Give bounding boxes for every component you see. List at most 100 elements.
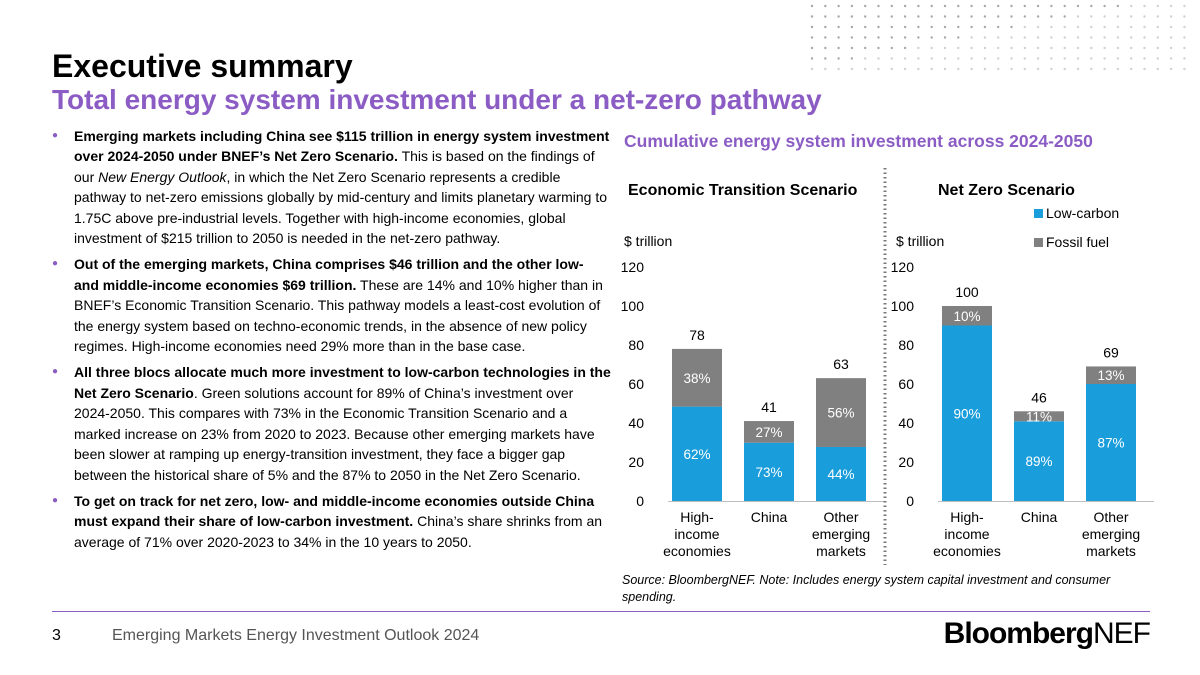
decorative-dot [1050, 36, 1053, 39]
legend-swatch [1034, 209, 1043, 218]
bar-segment-label: 87% [1097, 436, 1124, 451]
decorative-dot [1036, 36, 1040, 39]
page-subtitle: Total energy system investment under a n… [52, 84, 822, 115]
bullet-bold-text: Emerging markets including China see $11… [74, 128, 610, 165]
decorative-dot [1010, 67, 1013, 71]
bar-segment-label: 56% [827, 406, 854, 421]
decorative-dot [930, 25, 933, 29]
decorative-dot [930, 57, 933, 60]
decorative-dot [1103, 57, 1106, 60]
decorative-dot [877, 57, 880, 60]
decorative-dot [890, 67, 893, 71]
decorative-dot [997, 15, 1000, 18]
decorative-dot [970, 4, 973, 8]
x-tick-label: emerging [1082, 526, 1140, 542]
decorative-dot [1130, 25, 1133, 29]
decorative-dot [864, 25, 867, 29]
decorative-dot [1103, 25, 1106, 29]
decorative-dot [1143, 36, 1146, 39]
decorative-dot [997, 4, 1000, 8]
bullet-item: All three blocs allocate much more inves… [52, 362, 612, 484]
decorative-dot [903, 25, 907, 29]
y-tick-label: 100 [621, 298, 645, 314]
decorative-dot [890, 46, 893, 50]
decorative-dot [1063, 4, 1066, 8]
legend-label: Fossil fuel [1046, 234, 1109, 250]
decorative-dot [1076, 4, 1080, 8]
decorative-dot [877, 46, 880, 50]
bullet-text: This is based on the findings of our [74, 148, 595, 185]
decorative-dot [1183, 36, 1186, 39]
decorative-dot [917, 36, 920, 39]
decorative-dot [983, 4, 987, 8]
decorative-dot [1103, 36, 1106, 39]
bar-total-label: 100 [955, 284, 979, 300]
decorative-dot [1130, 57, 1133, 60]
decorative-dot [824, 15, 827, 18]
decorative-dot [957, 36, 960, 39]
decorative-dot [1076, 15, 1080, 18]
y-tick-label: 0 [906, 493, 914, 509]
decorative-dot [957, 57, 960, 60]
decorative-dot [1023, 15, 1026, 18]
decorative-dot [997, 67, 1000, 71]
bar-segment-label: 90% [953, 406, 980, 421]
decorative-dot [1183, 25, 1186, 29]
decorative-dot [1090, 36, 1093, 39]
decorative-dot [850, 57, 854, 60]
decorative-dot [1050, 15, 1053, 18]
bar-segment-fossil-fuel [672, 348, 722, 407]
bullet-bold-text: To get on track for net zero, low- and m… [74, 492, 595, 530]
bar-segment-label: 38% [683, 371, 710, 386]
decorative-dot [877, 67, 880, 71]
decorative-dot [850, 4, 854, 8]
decorative-dot [824, 57, 827, 60]
decorative-dot [917, 4, 920, 8]
x-tick-label: China [1021, 509, 1058, 525]
y-tick-label: 120 [891, 259, 915, 275]
decorative-dot [837, 46, 840, 50]
bar-segment-fossil-fuel [1086, 366, 1136, 384]
decorative-dot [877, 25, 880, 29]
decorative-dot [837, 36, 840, 39]
decorative-dot [1010, 57, 1013, 60]
decorative-dot [970, 57, 973, 60]
decorative-dot [1050, 4, 1053, 8]
bullet-bold-text: All three blocs allocate much more inves… [74, 364, 611, 401]
decorative-dot [890, 15, 893, 18]
decorative-dot [1050, 57, 1053, 60]
decorative-dot [943, 36, 947, 39]
decorative-dot [930, 67, 933, 71]
decorative-dot [1156, 25, 1160, 29]
decorative-dot [1143, 25, 1146, 29]
bar-segment-fossil-fuel [744, 421, 794, 443]
decorative-dot [864, 57, 867, 60]
decorative-dot [1143, 67, 1146, 71]
bar-segment-low-carbon [1086, 384, 1136, 501]
decorative-dot [1050, 25, 1053, 29]
decorative-dot [1116, 67, 1120, 71]
decorative-dot [983, 25, 987, 29]
decorative-dot [1116, 36, 1120, 39]
decorative-dot [903, 15, 907, 18]
chart-section-title: Cumulative energy system investment acro… [624, 131, 1093, 151]
summary-bullet-list: Emerging markets including China see $11… [52, 126, 612, 558]
y-axis-unit-label: $ trillion [624, 233, 672, 249]
decorative-dot [1090, 57, 1093, 60]
decorative-dot [917, 67, 920, 71]
bullet-text: . Green solutions account for 89% of Chi… [74, 384, 595, 483]
decorative-dot [1156, 36, 1160, 39]
report-title: Emerging Markets Energy Investment Outlo… [112, 627, 480, 644]
decorative-dot [943, 67, 947, 71]
decorative-dot [1090, 25, 1093, 29]
decorative-dot [903, 4, 907, 8]
decorative-dot [943, 15, 947, 18]
decorative-dot [930, 36, 933, 39]
y-tick-label: 60 [898, 376, 914, 392]
bullet-italic-text: New Energy Outlook [98, 168, 227, 185]
decorative-dot [1156, 67, 1160, 71]
x-tick-label: emerging [812, 526, 870, 542]
decorative-dot [810, 67, 814, 71]
decorative-dot [890, 36, 893, 39]
decorative-dot [917, 46, 920, 50]
